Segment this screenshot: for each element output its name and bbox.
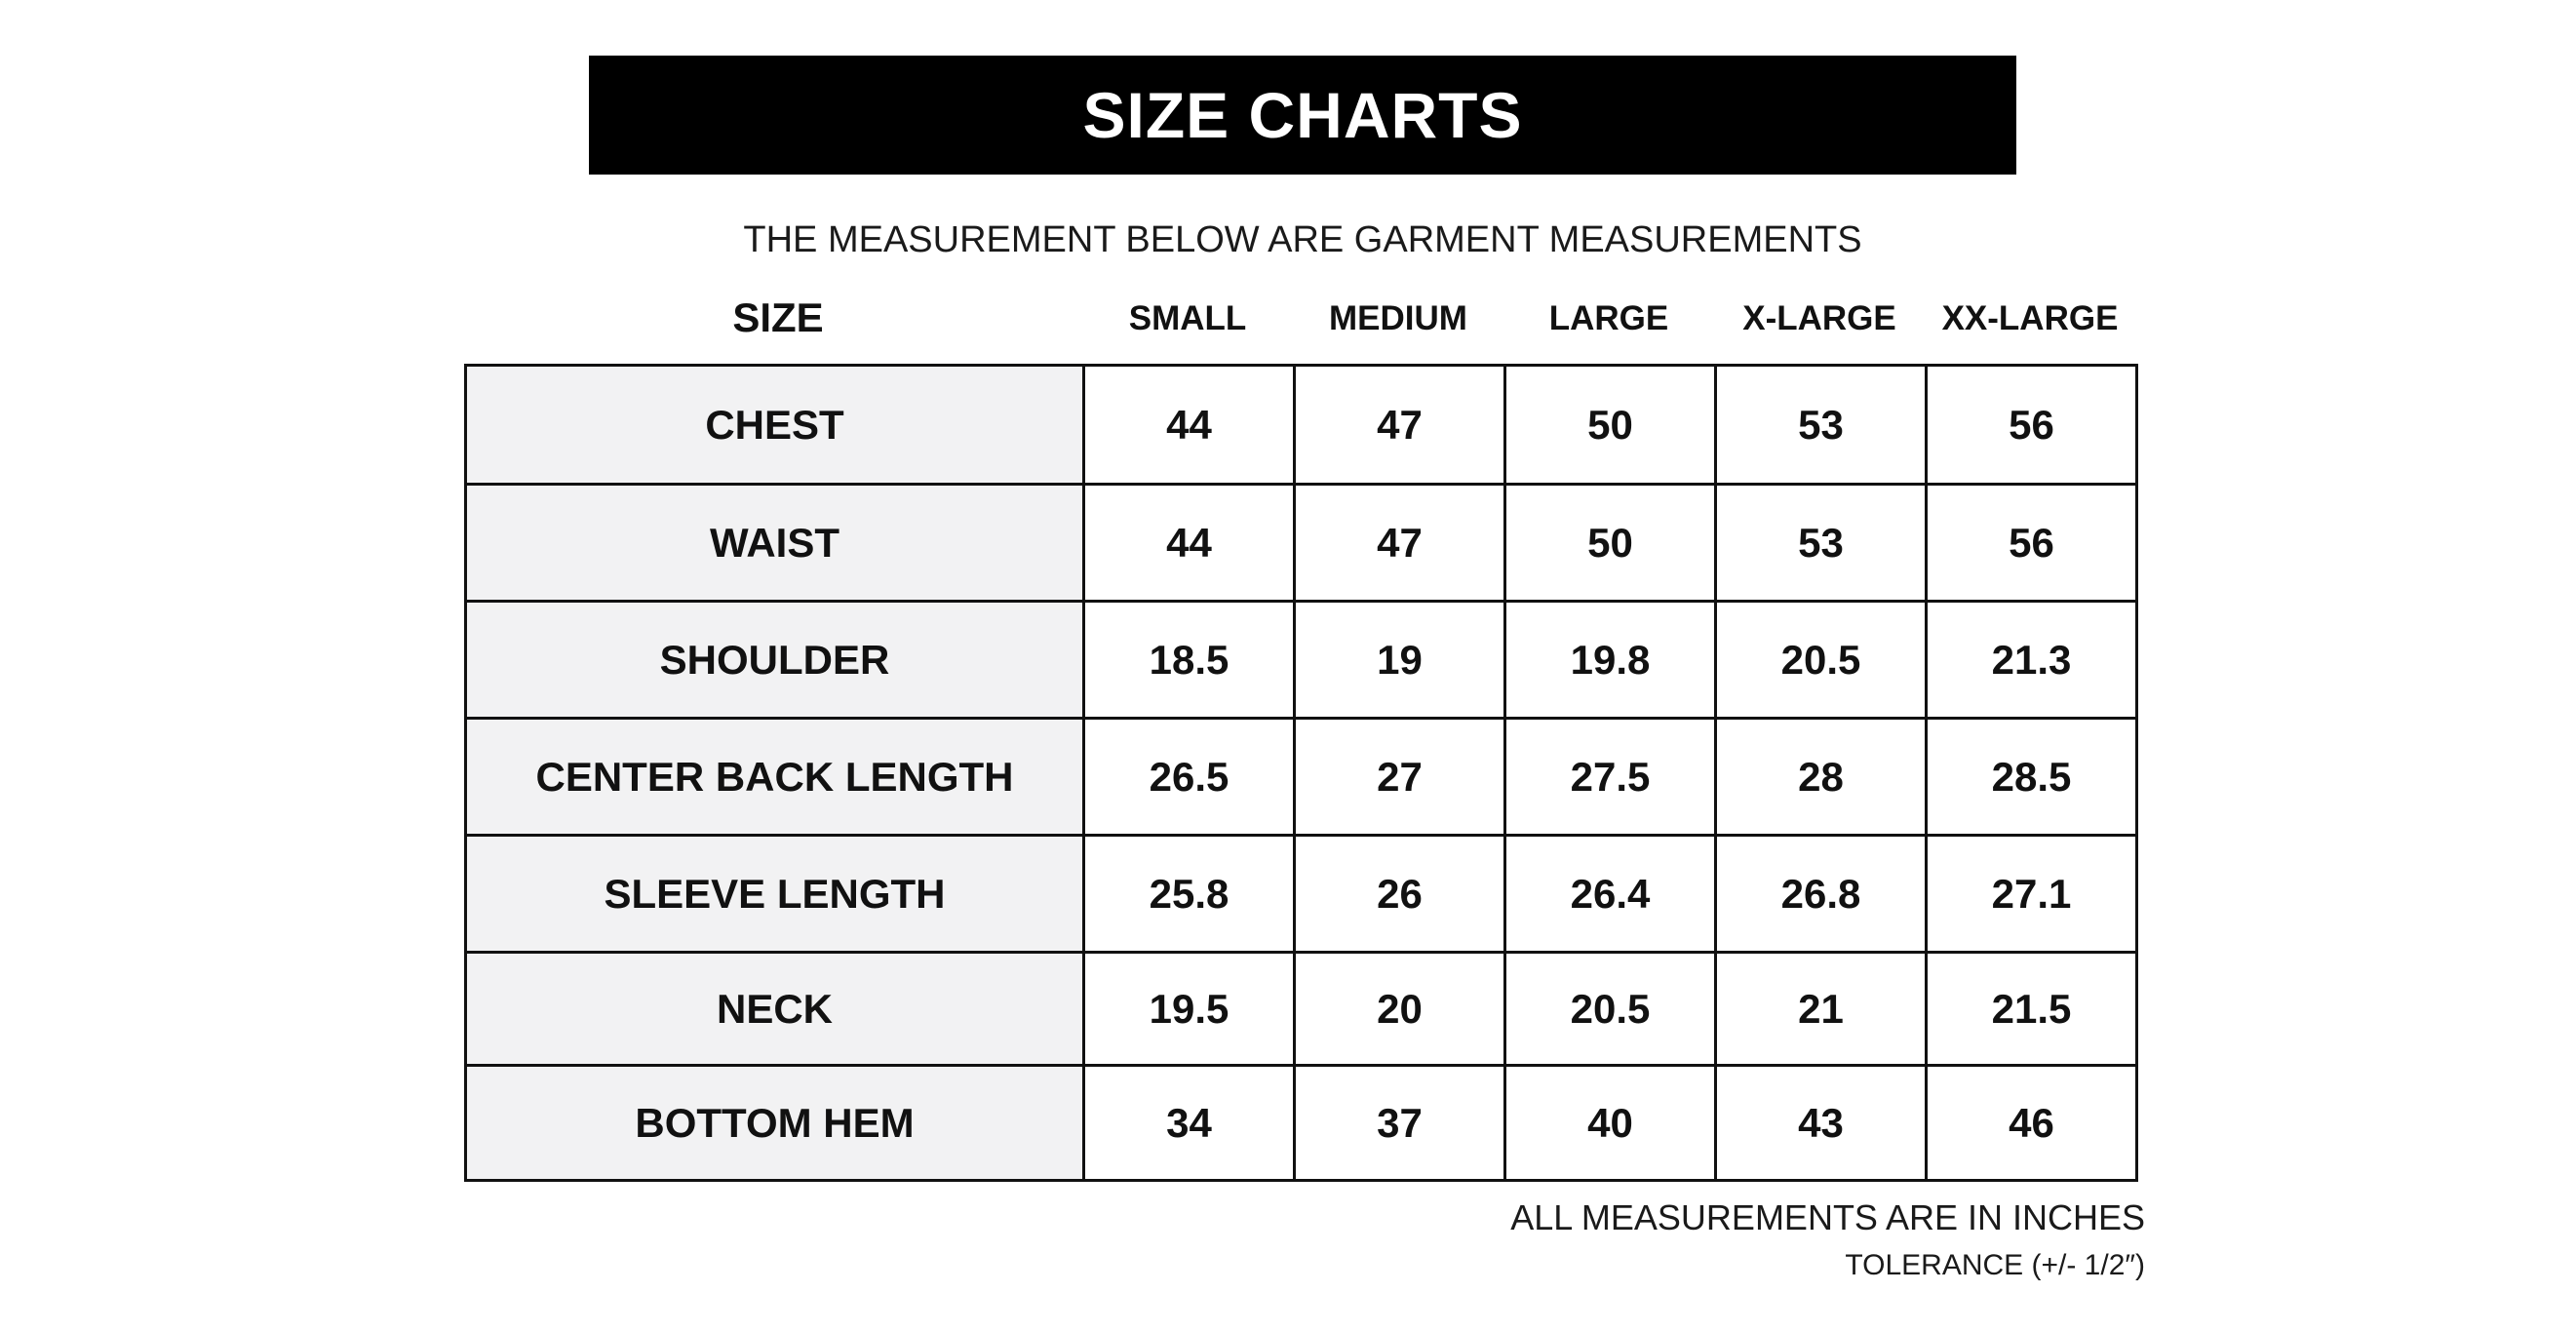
table-cell: 53 <box>1714 483 1928 603</box>
table-cell: 56 <box>1925 364 2138 486</box>
table-cell: 25.8 <box>1082 834 1296 954</box>
table-cell: 40 <box>1503 1064 1717 1182</box>
row-label-center-back-length: CENTER BACK LENGTH <box>464 717 1085 837</box>
size-label: SIZE <box>732 294 824 340</box>
table-cell: 50 <box>1503 483 1717 603</box>
table-cell: 47 <box>1293 364 1506 486</box>
table-cell: 18.5 <box>1082 600 1296 720</box>
table-cell: 28 <box>1714 717 1928 837</box>
table-cell: 19 <box>1293 600 1506 720</box>
tolerance-note: TOLERANCE (+/- 1/2″) <box>1845 1249 2145 1281</box>
table-cell: 46 <box>1925 1064 2138 1182</box>
table-cell: 53 <box>1714 364 1928 486</box>
table-cell: 27 <box>1293 717 1506 837</box>
table-row: SHOULDER 18.5 19 19.8 20.5 21.3 <box>464 600 2138 720</box>
row-label-sleeve-length: SLEEVE LENGTH <box>464 834 1085 954</box>
row-label-shoulder: SHOULDER <box>464 600 1085 720</box>
column-header-x-large: X-LARGE <box>1742 299 1896 337</box>
units-note: ALL MEASUREMENTS ARE IN INCHES <box>1510 1197 2145 1237</box>
table-cell: 19.8 <box>1503 600 1717 720</box>
table-row: WAIST 44 47 50 53 56 <box>464 483 2138 603</box>
table-row: SLEEVE LENGTH 25.8 26 26.4 26.8 27.1 <box>464 834 2138 954</box>
table-row: CHEST 44 47 50 53 56 <box>464 364 2138 486</box>
table-cell: 27.5 <box>1503 717 1717 837</box>
table-cell: 21.5 <box>1925 951 2138 1067</box>
table-row: NECK 19.5 20 20.5 21 21.5 <box>464 951 2138 1067</box>
table-cell: 37 <box>1293 1064 1506 1182</box>
table-cell: 20.5 <box>1503 951 1717 1067</box>
row-label-chest: CHEST <box>464 364 1085 486</box>
table-cell: 26.4 <box>1503 834 1717 954</box>
footnotes: ALL MEASUREMENTS ARE IN INCHES TOLERANCE… <box>1510 1192 2145 1287</box>
table-cell: 47 <box>1293 483 1506 603</box>
table-cell: 27.1 <box>1925 834 2138 954</box>
column-header-small: SMALL <box>1128 299 1247 337</box>
table-cell: 21.3 <box>1925 600 2138 720</box>
table-cell: 20 <box>1293 951 1506 1067</box>
size-table: CHEST 44 47 50 53 56 WAIST 44 47 50 53 5… <box>464 364 2138 1182</box>
column-header-large: LARGE <box>1548 299 1669 337</box>
row-label-bottom-hem: BOTTOM HEM <box>464 1064 1085 1182</box>
table-cell: 19.5 <box>1082 951 1296 1067</box>
title-banner: SIZE CHARTS <box>589 56 2016 175</box>
table-cell: 44 <box>1082 483 1296 603</box>
table-cell: 26 <box>1293 834 1506 954</box>
table-cell: 26.8 <box>1714 834 1928 954</box>
column-header-medium: MEDIUM <box>1329 299 1467 337</box>
column-header-xx-large: XX-LARGE <box>1941 299 2119 337</box>
page-title: SIZE CHARTS <box>1082 79 1523 151</box>
table-cell: 34 <box>1082 1064 1296 1182</box>
page-subtitle: THE MEASUREMENT BELOW ARE GARMENT MEASUR… <box>743 218 1862 260</box>
table-cell: 26.5 <box>1082 717 1296 837</box>
table-cell: 50 <box>1503 364 1717 486</box>
table-row: CENTER BACK LENGTH 26.5 27 27.5 28 28.5 <box>464 717 2138 837</box>
table-cell: 28.5 <box>1925 717 2138 837</box>
row-label-neck: NECK <box>464 951 1085 1067</box>
table-cell: 43 <box>1714 1064 1928 1182</box>
table-cell: 20.5 <box>1714 600 1928 720</box>
table-cell: 44 <box>1082 364 1296 486</box>
table-row: BOTTOM HEM 34 37 40 43 46 <box>464 1064 2138 1182</box>
table-cell: 21 <box>1714 951 1928 1067</box>
table-cell: 56 <box>1925 483 2138 603</box>
row-label-waist: WAIST <box>464 483 1085 603</box>
